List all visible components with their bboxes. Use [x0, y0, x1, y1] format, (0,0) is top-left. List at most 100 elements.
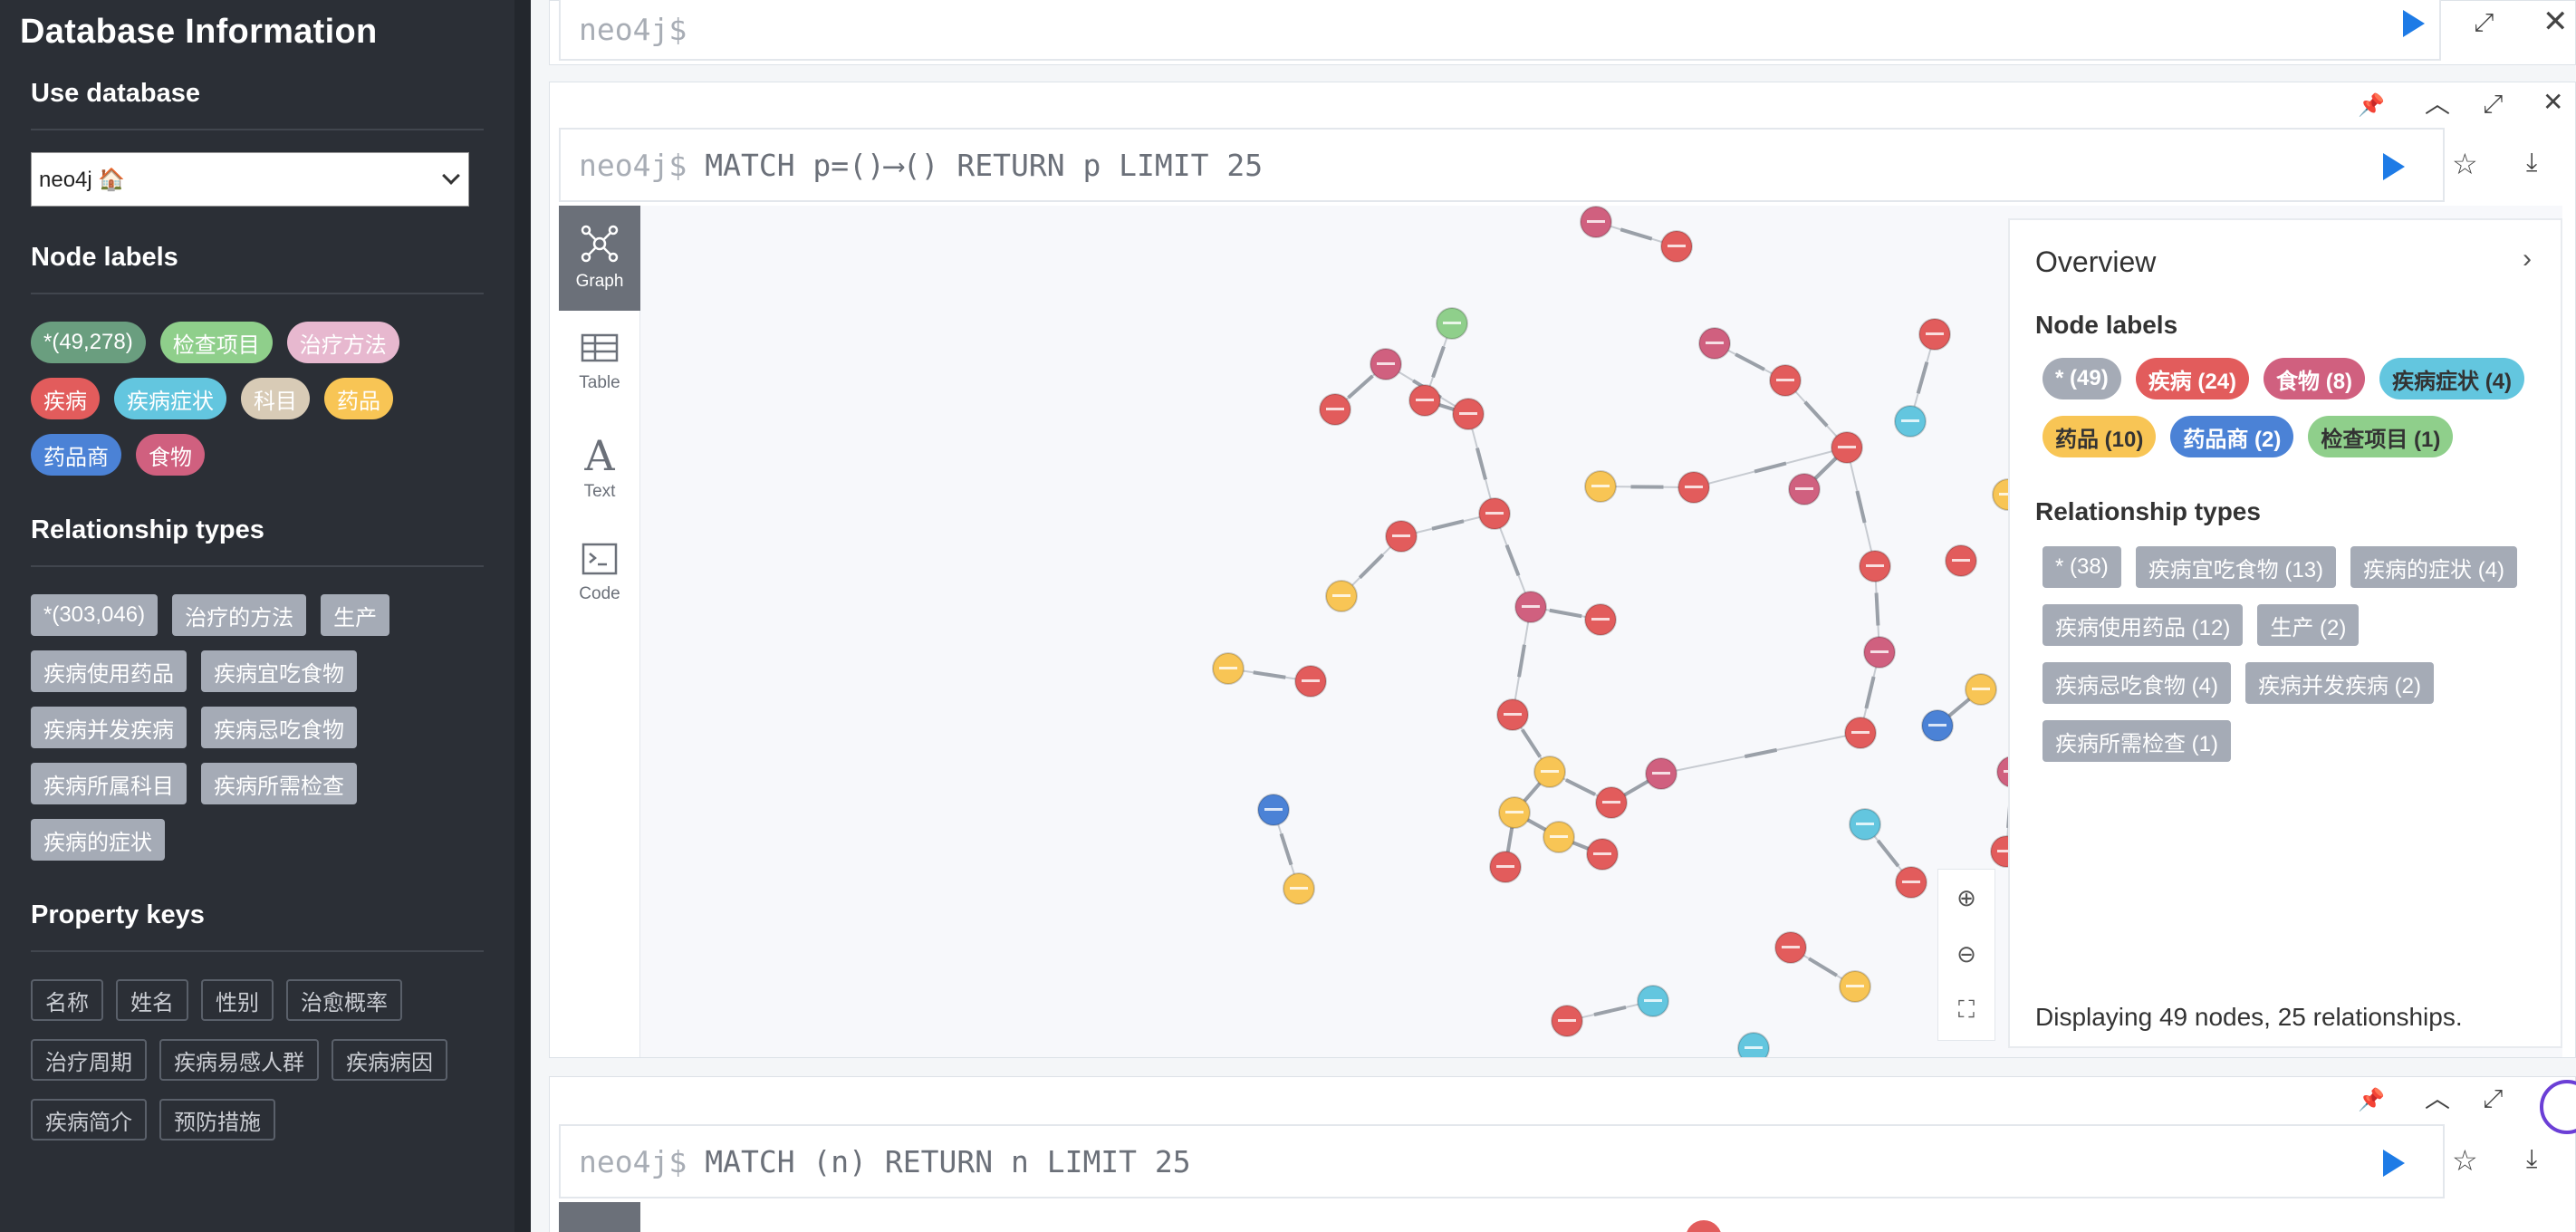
expand-icon[interactable]: ⤢	[2474, 8, 2494, 36]
node-caption	[1558, 1019, 1576, 1022]
table-icon	[581, 333, 619, 362]
expand-icon[interactable]: ⤢	[2483, 90, 2504, 118]
run-button[interactable]	[2383, 153, 2405, 180]
zoom-in-icon[interactable]: ⊕	[1956, 883, 1976, 911]
property-key-tag[interactable]: 预防措施	[159, 1099, 275, 1141]
node-label-pill[interactable]: 疾病症状	[114, 378, 226, 419]
overview-rel-type-tag[interactable]: 生产 (2)	[2257, 604, 2360, 646]
relationship-type-tag[interactable]: 疾病忌吃食物	[201, 707, 357, 748]
collapse-icon[interactable]: ︿	[2425, 1084, 2451, 1112]
overview-node-label-pill[interactable]: * (49)	[2043, 358, 2121, 399]
node-label-pill[interactable]: 治疗方法	[286, 322, 399, 363]
relationship-type-tag[interactable]: 生产	[321, 594, 390, 636]
download-icon[interactable]: ⤓	[2526, 148, 2538, 176]
relationship-label	[1253, 670, 1286, 679]
property-key-tag[interactable]: 疾病易感人群	[159, 1039, 319, 1081]
relationship-type-tag[interactable]: *(303,046)	[31, 594, 159, 636]
node-label-pill[interactable]: 食物	[136, 434, 205, 476]
relationship-label	[1808, 957, 1838, 977]
relationship-label	[1630, 485, 1664, 489]
graph-node[interactable]	[1686, 1220, 1722, 1232]
relationship-type-tag[interactable]: 疾病的症状	[31, 819, 165, 861]
overview-node-label-pill[interactable]: 疾病症状 (4)	[2379, 358, 2525, 399]
sidebar-scrollbar[interactable]	[514, 0, 531, 1232]
close-icon[interactable]: ✕	[2542, 88, 2564, 116]
database-select[interactable]: neo4j 🏠	[31, 152, 469, 207]
property-key-tag[interactable]: 名称	[31, 979, 103, 1021]
collapse-icon[interactable]: ︿	[2425, 90, 2451, 118]
overview-rel-type-tag[interactable]: 疾病的症状 (4)	[2350, 546, 2518, 588]
relationship-type-tag[interactable]: 治疗的方法	[172, 594, 307, 636]
download-icon[interactable]: ⤓	[2526, 1144, 2538, 1172]
node-label-pill[interactable]: 科目	[241, 378, 310, 419]
node-caption	[1782, 946, 1800, 948]
relationship-type-tag[interactable]: 疾病使用药品	[31, 650, 187, 692]
view-text-button[interactable]: A Text	[559, 416, 640, 521]
relationship-type-tag[interactable]: 疾病所属科目	[31, 763, 187, 804]
overview-node-label-pill[interactable]: 检查项目 (1)	[2308, 416, 2454, 457]
property-key-tag[interactable]: 治疗周期	[31, 1039, 147, 1081]
relationship-type-tag[interactable]: 疾病并发疾病	[31, 707, 187, 748]
top-editor-frame: neo4j$ ⤢ ✕	[549, 0, 2576, 65]
zoom-out-icon[interactable]: ⊖	[1956, 939, 1976, 967]
node-caption	[1550, 835, 1568, 838]
top-query-editor[interactable]: neo4j$	[559, 0, 2441, 61]
query-editor[interactable]: neo4j$ MATCH (n) RETURN n LIMIT 25	[559, 1124, 2445, 1198]
property-key-tag[interactable]: 疾病病因	[332, 1039, 447, 1081]
node-caption	[1392, 534, 1410, 537]
graph-icon	[581, 225, 619, 263]
pin-icon[interactable]: 📌	[2358, 1088, 2385, 1112]
graph-visualization[interactable]	[640, 206, 2562, 1064]
chevron-right-icon[interactable]: ›	[2523, 244, 2532, 274]
pin-icon[interactable]: 📌	[2358, 93, 2385, 118]
expand-icon[interactable]: ⤢	[2483, 1084, 2504, 1112]
code-icon	[582, 543, 618, 575]
node-label-pill[interactable]: 检查项目	[159, 322, 273, 363]
view-switcher: Graph Table A Text Code	[559, 206, 640, 1057]
text-icon: A	[584, 431, 615, 480]
view-graph-button[interactable]: Graph	[559, 206, 640, 311]
overview-rel-type-tag[interactable]: 疾病所需检查 (1)	[2043, 720, 2231, 762]
query-editor[interactable]: neo4j$ MATCH p=()⟶() RETURN p LIMIT 25	[559, 128, 2445, 202]
overview-node-label-pill[interactable]: 药品商 (2)	[2170, 416, 2294, 457]
node-caption	[1745, 1046, 1763, 1049]
relationship-label	[1347, 374, 1374, 399]
node-label-pill[interactable]: 药品商	[31, 434, 121, 476]
property-key-tag[interactable]: 性别	[201, 979, 274, 1021]
view-code-label: Code	[579, 584, 620, 603]
graph-node[interactable]	[1737, 1032, 1770, 1064]
property-key-tag[interactable]: 疾病简介	[31, 1099, 147, 1141]
property-key-tag[interactable]: 治愈概率	[286, 979, 402, 1021]
relationship-type-tag[interactable]: 疾病所需检查	[201, 763, 357, 804]
overview-node-label-pill[interactable]: 食物 (8)	[2264, 358, 2366, 399]
node-caption	[1952, 559, 1970, 562]
overview-node-label-pill[interactable]: 药品 (10)	[2043, 416, 2157, 457]
star-icon[interactable]: ☆	[2452, 148, 2478, 180]
overview-rel-type-tag[interactable]: 疾病宜吃食物 (13)	[2135, 546, 2337, 588]
star-icon[interactable]: ☆	[2452, 1144, 2478, 1177]
view-code-button[interactable]: Code	[559, 521, 640, 626]
relationship-label	[1803, 400, 1829, 428]
view-table-button[interactable]: Table	[559, 311, 640, 416]
view-graph-button[interactable]	[559, 1202, 640, 1232]
overview-rel-type-tag[interactable]: * (38)	[2043, 546, 2121, 588]
overview-rel-type-tag[interactable]: 疾病并发疾病 (2)	[2245, 662, 2434, 704]
fit-to-screen-icon[interactable]: ⛶	[1957, 996, 1975, 1023]
node-label-pill[interactable]: 疾病	[31, 378, 100, 419]
run-button[interactable]	[2403, 10, 2425, 37]
node-caption	[1866, 564, 1884, 567]
close-icon[interactable]: ✕	[2542, 5, 2569, 39]
overview-rel-type-tag[interactable]: 疾病使用药品 (12)	[2043, 604, 2244, 646]
property-key-tag[interactable]: 姓名	[116, 979, 188, 1021]
run-button[interactable]	[2383, 1150, 2405, 1177]
node-label-pill[interactable]: *(49,278)	[31, 322, 146, 363]
node-caption	[1685, 486, 1703, 488]
assistant-bubble[interactable]	[2540, 1080, 2576, 1134]
overview-rel-type-tag[interactable]: 疾病忌吃食物 (4)	[2043, 662, 2231, 704]
relationship-type-tag[interactable]: 疾病宜吃食物	[201, 650, 357, 692]
overview-node-label-pill[interactable]: 疾病 (24)	[2135, 358, 2250, 399]
node-caption	[1902, 881, 1920, 883]
node-caption	[1485, 512, 1504, 515]
node-label-pill[interactable]: 药品	[324, 378, 393, 419]
relationship-label	[1874, 592, 1880, 626]
